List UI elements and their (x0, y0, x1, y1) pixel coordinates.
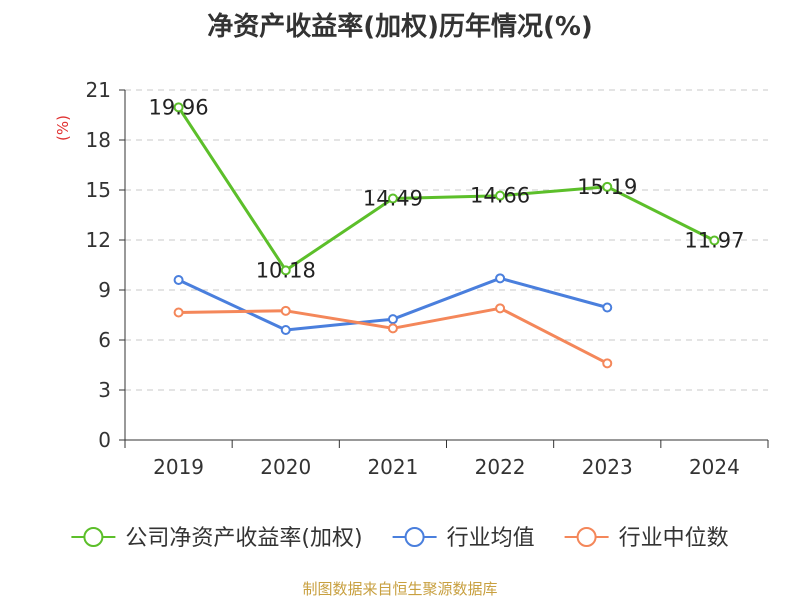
data-label: 14.66 (470, 184, 530, 208)
data-point (173, 275, 184, 285)
x-tick-label: 2019 (153, 455, 204, 479)
x-tick-label: 2021 (367, 455, 418, 479)
legend-label: 行业均值 (447, 526, 535, 551)
y-axis-label: (%) (54, 115, 72, 141)
data-label: 15.19 (577, 175, 637, 199)
data-label: 10.18 (256, 258, 316, 282)
data-point (495, 190, 506, 201)
data-point (602, 358, 613, 369)
x-tick-label: 2022 (475, 455, 526, 479)
y-tick-label: 18 (86, 128, 111, 152)
data-point (602, 181, 613, 192)
legend-item: 公司净资产收益率(加权) (71, 526, 363, 551)
data-point (387, 323, 398, 334)
data-point (602, 302, 613, 313)
y-tick-label: 6 (98, 328, 111, 352)
legend-item: 行业均值 (392, 526, 535, 551)
y-tick-label: 12 (86, 228, 111, 252)
data-label: 19.96 (149, 95, 209, 119)
x-tick-label: 2023 (582, 455, 633, 479)
legend-item: 行业中位数 (564, 526, 729, 551)
data-point (280, 305, 291, 316)
legend-marker (83, 527, 104, 547)
data-point (709, 235, 720, 246)
legend-label: 行业中位数 (619, 526, 729, 551)
data-point (173, 102, 184, 113)
legend-marker (576, 527, 597, 547)
data-point (495, 303, 506, 314)
x-tick-label: 2024 (689, 455, 740, 479)
data-point (280, 265, 291, 276)
data-label: 14.49 (363, 187, 423, 211)
data-point (280, 325, 291, 335)
source-note: 制图数据来自恒生聚源数据库 (302, 580, 498, 598)
series-line (177, 106, 716, 272)
data-point (387, 314, 398, 325)
y-tick-label: 3 (98, 378, 111, 402)
y-tick-label: 9 (98, 278, 111, 302)
data-point (387, 193, 398, 204)
y-tick-label: 15 (86, 178, 111, 202)
legend-label: 公司净资产收益率(加权) (125, 526, 362, 551)
data-label: 11.97 (684, 229, 744, 253)
data-point (173, 307, 184, 318)
y-tick-label: 0 (98, 428, 111, 452)
x-tick-label: 2020 (260, 455, 311, 479)
chart-title: 净资产收益率(加权)历年情况(%) (207, 12, 593, 42)
y-tick-label: 21 (86, 78, 111, 102)
legend-marker (404, 527, 425, 547)
data-point (495, 273, 506, 284)
